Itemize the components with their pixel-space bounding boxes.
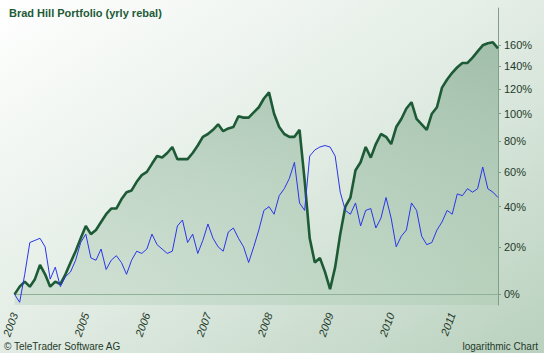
svg-text:40%: 40% (504, 201, 526, 213)
svg-text:2011: 2011 (438, 311, 458, 338)
svg-text:© TeleTrader Software AG: © TeleTrader Software AG (4, 341, 121, 352)
svg-text:2010: 2010 (377, 310, 397, 339)
svg-text:20%: 20% (504, 241, 526, 253)
svg-text:60%: 60% (504, 166, 526, 178)
svg-text:120%: 120% (504, 83, 532, 95)
svg-text:2006: 2006 (133, 310, 153, 339)
svg-text:Brad Hill Portfolio (yrly reba: Brad Hill Portfolio (yrly rebal) (9, 7, 162, 19)
svg-text:160%: 160% (504, 39, 532, 51)
svg-text:logarithmic Chart: logarithmic Chart (462, 341, 538, 352)
svg-text:80%: 80% (504, 135, 526, 147)
svg-text:2007: 2007 (194, 310, 214, 339)
svg-text:0%: 0% (504, 288, 520, 300)
svg-text:140%: 140% (504, 60, 532, 72)
svg-text:2009: 2009 (316, 311, 336, 339)
svg-text:100%: 100% (504, 108, 532, 120)
svg-text:2005: 2005 (71, 310, 91, 339)
svg-text:2003: 2003 (0, 310, 20, 339)
svg-text:2008: 2008 (255, 310, 275, 339)
